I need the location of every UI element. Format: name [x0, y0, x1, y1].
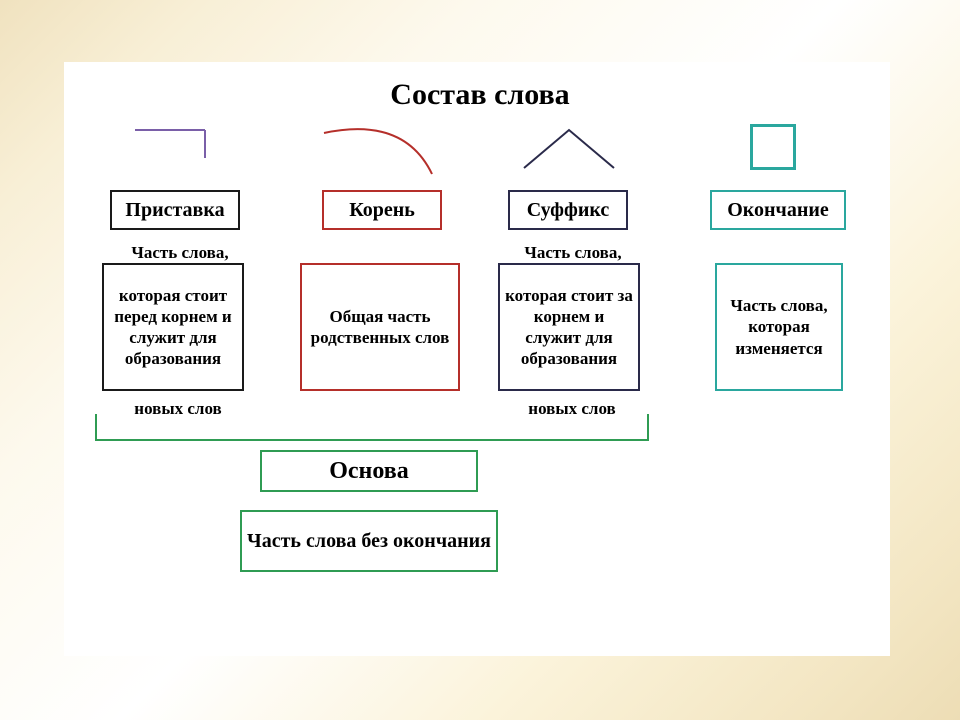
label-osnova: Основа: [260, 450, 478, 492]
above-suffix: Часть слова,: [508, 242, 638, 263]
desc-suffix: которая стоит за корнем и служит для обр…: [498, 263, 640, 391]
label-pristavka: Приставка: [110, 190, 240, 230]
symbol-suffix: [524, 130, 614, 168]
symbol-koren: [324, 128, 434, 174]
desc-okonchanie: Часть слова, которая изменяется: [715, 263, 843, 391]
desc-pristavka: которая стоит перед корнем и служит для …: [102, 263, 244, 391]
osnova-bracket: [96, 414, 648, 444]
desc-osnova: Часть слова без окончания: [240, 510, 498, 572]
label-suffix: Суффикс: [508, 190, 628, 230]
label-koren: Корень: [322, 190, 442, 230]
label-okonchanie: Окончание: [710, 190, 846, 230]
above-pristavka: Часть слова,: [115, 242, 245, 263]
symbol-okonchanie: [750, 124, 796, 170]
symbol-pristavka: [135, 130, 205, 158]
desc-koren: Общая часть родственных слов: [300, 263, 460, 391]
title: Состав слова: [350, 76, 610, 114]
